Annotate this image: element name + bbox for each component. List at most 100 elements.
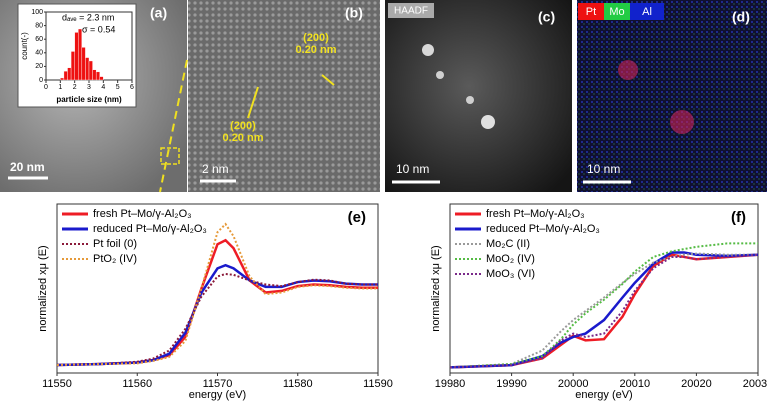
panel-label: (a) [150,5,167,21]
legend-label: reduced Pt–Mo/γ-Al₂O₃ [93,223,207,235]
x-tick-label: 20010 [620,378,651,390]
x-tick-label: 4 [101,84,105,91]
legend-label: Al [642,6,652,18]
particle [436,71,444,79]
tag-box [388,3,434,18]
panel-label: (b) [345,5,363,21]
legend-box [604,3,630,20]
y-axis-label: normalized xμ (E) [430,245,442,331]
region-box [160,147,180,165]
x-tick-label: 1 [58,84,62,91]
particle [481,115,495,129]
legend-label: MoO₃ (VI) [486,268,535,280]
annotation: dₐᵥₑ = 2.3 nm [62,12,114,22]
x-tick-label: 20000 [558,378,589,390]
x-axis-label: energy (eV) [575,389,632,401]
particle [422,44,434,56]
annotation: 0.20 nm [296,44,337,56]
y-tick-label: 80 [35,22,43,29]
x-tick-label: 2 [73,84,77,91]
panel-c: HAADF 10 nm (c) [385,0,572,192]
series-line [56,222,378,366]
series-line [56,263,378,367]
series-line [56,272,378,366]
scale-label: 10 nm [396,162,429,176]
panel-label: (e) [348,209,366,226]
tag: HAADF [394,6,428,17]
bar [85,57,90,81]
x-tick-label: 19980 [435,378,466,390]
legend-label: reduced Pt–Mo/γ-Al₂O₃ [486,223,600,235]
micrograph [577,0,767,192]
y-tick-label: 100 [31,9,43,16]
x-tick-label: 11560 [122,378,152,390]
cluster [670,110,694,134]
panel-label: (d) [732,9,750,25]
micrograph [385,0,572,192]
y-tick-label: 40 [35,50,43,57]
x-tick-label: 19990 [496,378,527,390]
annotation: 0.20 nm [223,132,264,144]
legend-label: PtO₂ (IV) [93,253,137,265]
plot-frame [449,203,759,374]
legend-label: Mo [609,6,624,18]
bar [60,77,65,81]
legend-label: fresh Pt–Mo/γ-Al₂O₃ [93,208,192,220]
legend-label: Pt [586,6,596,18]
panel-a: 20 nm (a) [0,0,188,193]
series-line [449,242,758,369]
series-line [449,252,758,369]
arrow [247,86,259,119]
scale-label: 20 nm [10,160,45,174]
bar [74,32,79,81]
y-tick-label: 60 [35,36,43,43]
scale-label: 2 nm [202,162,229,176]
y-axis-label: normalized xμ (E) [37,245,49,331]
x-tick-label: 11570 [203,378,233,390]
annotation: σ = 0.54 [82,24,115,34]
y-tick-label: 20 [35,63,43,70]
bar [99,76,104,81]
panel-b: (200) 0.20 nm (200) 0.20 nm 2 nm (b) [188,0,380,192]
bar [81,47,86,81]
x-tick-label: 3 [87,84,91,91]
panel-d: Pt Mo Al 10 nm (d) [577,0,767,192]
bar [67,67,72,81]
legend-label: fresh Pt–Mo/γ-Al₂O₃ [486,208,585,220]
bar [78,28,83,81]
x-tick-label: 11590 [363,378,393,390]
x-tick-label: 0 [44,84,48,91]
cluster [618,60,638,80]
annotation: (200) [303,32,329,44]
x-tick-label: 6 [130,84,134,91]
panel-label: (c) [538,9,555,25]
bar [70,51,75,81]
scale-label: 10 nm [587,162,620,176]
bar [88,60,93,81]
bar [63,70,68,81]
x-tick-label: 11550 [42,378,72,390]
bar [95,71,100,81]
series-line [449,253,759,369]
legend-box [578,3,604,20]
arrow [321,74,335,86]
y-tick-label: 0 [39,77,43,84]
legend-label: Pt foil (0) [93,238,137,250]
x-tick-label: 20020 [681,378,712,390]
x-axis-label: energy (eV) [189,389,246,401]
micrograph [188,0,380,192]
legend-label: Mo₂C (II) [486,238,530,250]
x-axis-label: particle size (nm) [56,95,122,104]
annotation: (200) [230,120,256,132]
x-tick-label: 11580 [283,378,313,390]
legend-box [630,3,664,20]
guide-line [159,59,188,193]
bar [92,69,97,81]
y-axis-label: count(-) [20,32,29,60]
x-tick-label: 20030 [743,378,767,390]
x-tick-label: 5 [116,84,120,91]
legend-label: MoO₂ (IV) [486,253,535,265]
particle [466,96,474,104]
panel-label: (f) [731,209,746,226]
